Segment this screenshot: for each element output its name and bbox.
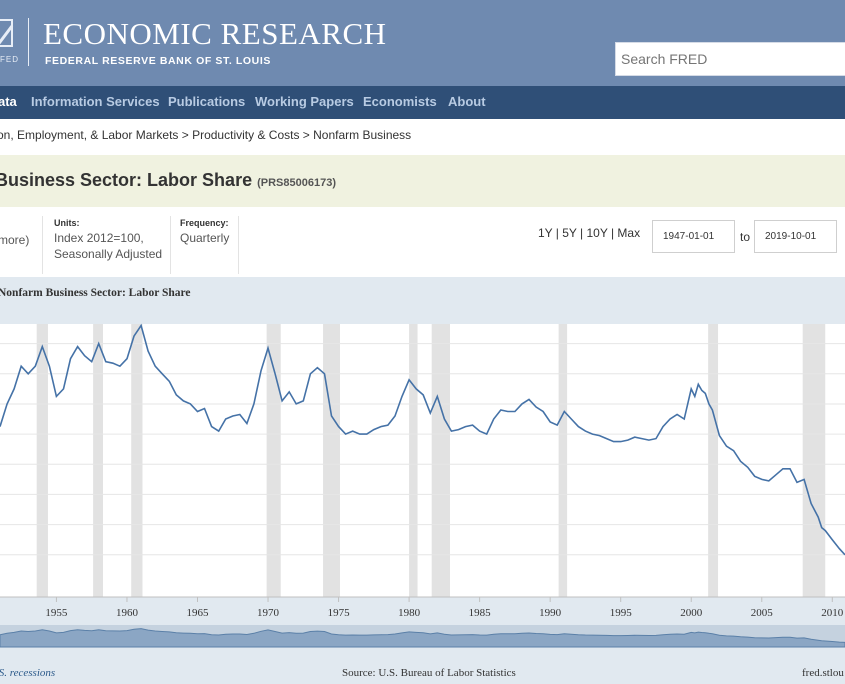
frequency-value: Quarterly — [180, 231, 230, 245]
header-divider — [28, 18, 29, 66]
recession-band — [409, 324, 418, 597]
x-tick-label: 1955 — [45, 607, 68, 619]
recession-band — [802, 324, 826, 597]
recession-band — [266, 324, 281, 597]
recession-band — [558, 324, 568, 597]
nav-item-economists[interactable]: Economists — [363, 94, 437, 109]
x-tick-label: 2000 — [680, 607, 703, 619]
nav-item-about[interactable]: About — [448, 94, 486, 109]
series-code: (PRS85006173) — [257, 177, 336, 189]
title-band — [0, 155, 845, 207]
recession-band — [131, 324, 143, 597]
range-links[interactable]: 1Y | 5Y | 10Y | Max — [538, 226, 641, 240]
recession-band — [431, 324, 451, 597]
recession-bands — [36, 324, 826, 597]
nav-item-data[interactable]: ata — [0, 94, 17, 109]
x-tick-label: 1965 — [186, 607, 209, 619]
end-date-input[interactable] — [754, 220, 837, 253]
x-tick-label: 1975 — [328, 607, 351, 619]
x-tick-label: 1960 — [116, 607, 139, 619]
source-note: Source: U.S. Bureau of Labor Statistics — [342, 667, 516, 679]
to-label: to — [740, 230, 751, 244]
recession-band — [93, 324, 103, 597]
recession-legend-link[interactable]: .S. recessions — [0, 667, 56, 679]
x-tick-label: 1980 — [398, 607, 421, 619]
x-tick-label: 2005 — [751, 607, 774, 619]
fred-credit[interactable]: fred.stlou — [802, 667, 844, 679]
x-tick-label: 1990 — [539, 607, 562, 619]
x-tick-label: 1995 — [610, 607, 633, 619]
nav-item-working-papers[interactable]: Working Papers — [255, 94, 354, 109]
main-nav: ata Information Services Publications Wo… — [0, 86, 845, 119]
page-title: Business Sector: Labor Share (PRS8500617… — [0, 170, 336, 191]
meta-divider — [42, 216, 43, 274]
start-date-input[interactable] — [652, 220, 735, 253]
series-title: Business Sector: Labor Share — [0, 170, 253, 190]
x-tick-label: 2010 — [821, 607, 844, 619]
more-link[interactable]: more) — [0, 233, 30, 247]
plot-background — [0, 324, 845, 597]
brand-subtitle: FEDERAL RESERVE BANK OF ST. LOUIS — [45, 55, 271, 67]
units-value-1: Index 2012=100, — [54, 231, 144, 245]
brand-title[interactable]: ECONOMIC RESEARCH — [43, 16, 387, 51]
nav-item-publications[interactable]: Publications — [168, 94, 246, 109]
navigator-series — [0, 628, 845, 648]
x-axis-ticks: 1955 1960 1965 1970 1975 1980 1985 1990 1995 2000… — [0, 596, 845, 619]
search-input[interactable] — [615, 42, 845, 76]
line-chart: 1955 1960 1965 1970 1975 1980 1985 1990 1995 2000… — [0, 323, 845, 648]
frequency-label: Frequency: — [180, 218, 229, 228]
units-value-2: Seasonally Adjusted — [54, 247, 163, 261]
recession-band — [708, 324, 719, 597]
nav-item-information-services[interactable]: Information Services — [31, 94, 160, 109]
series-line — [0, 323, 845, 556]
breadcrumb[interactable]: on, Employment, & Labor Markets > Produc… — [0, 128, 412, 142]
recession-band — [36, 324, 48, 597]
meta-divider — [170, 216, 171, 274]
navigator — [0, 625, 845, 648]
chart-title: Nonfarm Business Sector: Labor Share — [0, 287, 191, 299]
units-label: Units: — [54, 218, 80, 228]
meta-divider — [238, 216, 239, 274]
grid-lines — [0, 343, 845, 556]
site-header: FED ECONOMIC RESEARCH FEDERAL RESERVE BA… — [0, 0, 845, 86]
x-tick-label: 1970 — [257, 607, 280, 619]
recession-band — [323, 324, 340, 597]
x-tick-label: 1985 — [469, 607, 492, 619]
logo-label: FED — [0, 55, 19, 64]
fed-logo-icon[interactable] — [0, 16, 14, 54]
